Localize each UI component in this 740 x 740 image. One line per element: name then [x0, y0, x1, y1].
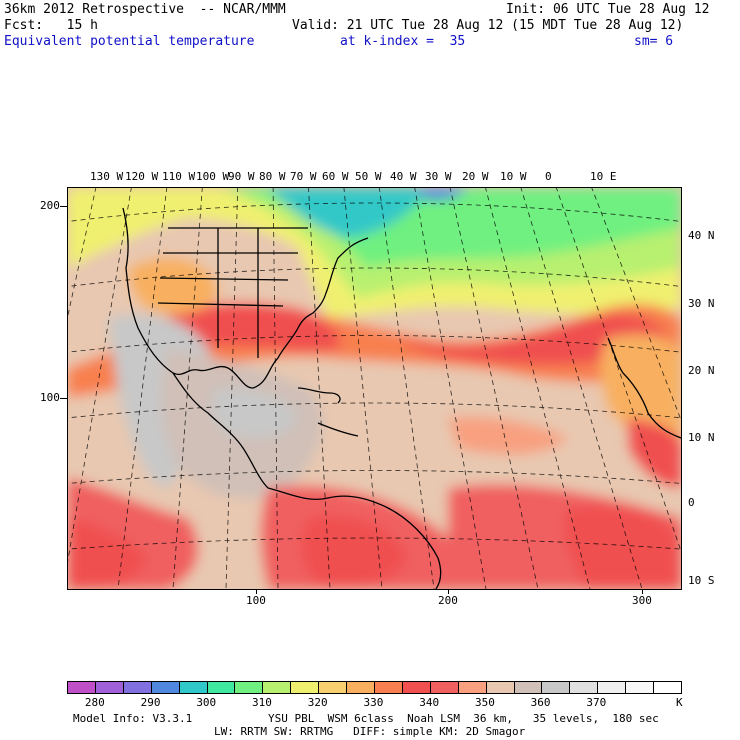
map-field [68, 188, 681, 589]
colorbar [67, 681, 682, 694]
grid-y-label: 100 [40, 391, 60, 404]
grid-y-tick [60, 398, 67, 399]
colorbar-tick-label: 340 [419, 696, 440, 709]
grid-x-label: 200 [438, 594, 458, 607]
lon-label: 50 W [355, 170, 382, 183]
radiation-info: LW: RRTM SW: RRTMG DIFF: simple KM: 2D S… [214, 725, 526, 738]
forecast-hour: Fcst: 15 h [4, 18, 98, 33]
model-title: 36km 2012 Retrospective -- NCAR/MMM [4, 2, 286, 17]
colorbar-swatch [653, 682, 681, 693]
lat-label: 40 N [688, 229, 715, 242]
grid-x-tick [448, 589, 449, 594]
lon-label: 90 W [228, 170, 255, 183]
lon-label: 80 W [259, 170, 286, 183]
colorbar-swatch [150, 682, 179, 693]
colorbar-swatch [541, 682, 570, 693]
colorbar-tick-label: 280 [84, 696, 105, 709]
grid-x-tick [642, 589, 643, 594]
colorbar-swatch [206, 682, 235, 693]
colorbar-unit: K [676, 696, 683, 709]
lat-label: 30 N [688, 297, 715, 310]
lon-label: 20 W [462, 170, 489, 183]
colorbar-tick-label: 360 [530, 696, 551, 709]
model-info: Model Info: V3.3.1 [73, 712, 193, 725]
colorbar-swatch [373, 682, 402, 693]
lon-label: 100 W [196, 170, 230, 183]
colorbar-swatch [122, 682, 151, 693]
colorbar-swatch [597, 682, 626, 693]
colorbar-swatch [429, 682, 458, 693]
lon-label: 70 W [290, 170, 317, 183]
colorbar-swatch [346, 682, 374, 693]
lat-label: 20 N [688, 364, 715, 377]
physics-info: YSU PBL WSM 6class Noah LSM 36 km, 35 le… [268, 712, 659, 725]
lat-label: 10 N [688, 431, 715, 444]
grid-x-label: 300 [632, 594, 652, 607]
valid-time: Valid: 21 UTC Tue 28 Aug 12 (15 MDT Tue … [292, 18, 684, 33]
grid-x-label: 100 [246, 594, 266, 607]
colorbar-tick-label: 330 [363, 696, 384, 709]
lon-label: 40 W [390, 170, 417, 183]
colorbar-swatch [513, 682, 542, 693]
colorbar-tick-label: 370 [586, 696, 607, 709]
colorbar-tick-label: 300 [196, 696, 217, 709]
colorbar-swatch [625, 682, 654, 693]
colorbar-swatch [178, 682, 207, 693]
grid-y-tick [60, 206, 67, 207]
colorbar-swatch [457, 682, 486, 693]
colorbar-swatch [94, 682, 123, 693]
lon-label: 130 W [90, 170, 124, 183]
colorbar-swatch [318, 682, 347, 693]
lon-label: 110 W [162, 170, 196, 183]
lon-label: 60 W [322, 170, 349, 183]
colorbar-swatch [68, 682, 95, 693]
grid-x-tick [256, 589, 257, 594]
lat-label: 0 [688, 496, 695, 509]
colorbar-swatch [401, 682, 430, 693]
lon-label: 120 W [125, 170, 159, 183]
lon-label: 30 W [425, 170, 452, 183]
grid-y-label: 200 [40, 199, 60, 212]
lon-label: 10 E [590, 170, 617, 183]
lon-label: 10 W [500, 170, 527, 183]
colorbar-swatch [485, 682, 514, 693]
level-index: at k-index = 35 [340, 34, 466, 49]
colorbar-tick-label: 320 [307, 696, 328, 709]
lat-label: 10 S [688, 574, 715, 587]
colorbar-tick-label: 310 [252, 696, 272, 709]
colorbar-swatch [234, 682, 263, 693]
colorbar-swatch [262, 682, 291, 693]
init-time: Init: 06 UTC Tue 28 Aug 12 [506, 2, 710, 17]
colorbar-swatch [290, 682, 319, 693]
colorbar-tick-label: 290 [140, 696, 161, 709]
lon-label: 0 [545, 170, 552, 183]
smoothing-value: sm= 6 [634, 34, 674, 49]
map-panel[interactable] [67, 187, 682, 590]
field-name: Equivalent potential temperature [4, 34, 255, 49]
colorbar-tick-label: 350 [474, 696, 495, 709]
colorbar-swatch [569, 682, 598, 693]
